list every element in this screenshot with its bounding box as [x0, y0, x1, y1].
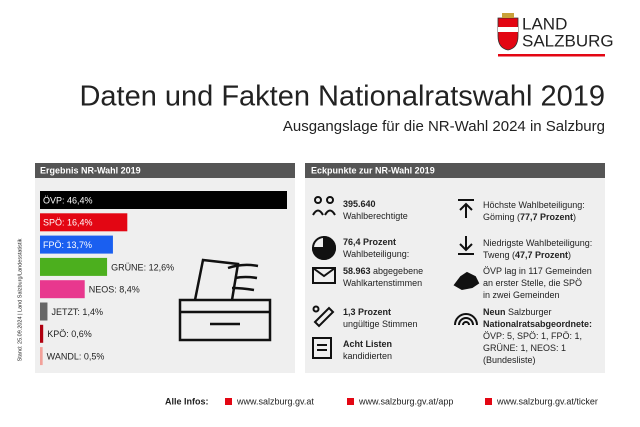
- text-segment: 1,3 Prozent: [343, 307, 391, 317]
- bar-label: WANDL: 0,5%: [47, 351, 105, 361]
- key-point-text: 1,3 Prozent: [343, 307, 391, 317]
- text-segment: Neun: [483, 307, 506, 317]
- key-icons: [311, 196, 480, 359]
- text-segment: 47,7 Prozent: [515, 250, 568, 260]
- text-segment: Wahlberechtigte: [343, 211, 408, 221]
- panel-title: Eckpunkte zur NR-Wahl 2019: [311, 165, 435, 175]
- text-segment: 76,4 Prozent: [343, 237, 396, 247]
- key-point-text: kandidierten: [343, 351, 392, 361]
- subtitle: Ausgangslage für die NR-Wahl 2024 in Sal…: [283, 118, 605, 135]
- bar: [40, 191, 287, 209]
- key-point-text: ungültige Stimmen: [343, 319, 418, 329]
- bar-label: SPÖ: 16,4%: [43, 218, 93, 228]
- key-point-text: ÖVP lag in 117 Gemeinden: [483, 266, 592, 276]
- key-point-text: Nationalratsabgeordnete:: [483, 319, 592, 329]
- logo-text: SALZBURG: [522, 31, 614, 50]
- link-bullet: [347, 398, 354, 405]
- text-segment: in zwei Gemeinden: [483, 290, 560, 300]
- bar-label: KPÖ: 0,6%: [47, 329, 92, 339]
- key-point-text: Göming (77,7 Prozent): [483, 212, 576, 222]
- text-segment: ): [573, 212, 576, 222]
- panel-title: Ergebnis NR-Wahl 2019: [40, 165, 141, 175]
- bar: [40, 324, 44, 343]
- link[interactable]: www.salzburg.gv.at/ticker: [496, 396, 598, 406]
- key-point-text: Acht Listen: [343, 339, 392, 349]
- panel-header: [35, 163, 295, 178]
- side-note: Stand: 25.09.2024 | Land Salzburg/Landes…: [17, 238, 23, 361]
- text-segment: an erster Stelle, die SPÖ: [483, 278, 582, 288]
- link-bullet: [485, 398, 492, 405]
- key-point-text: Wahlkartenstimmen: [343, 278, 422, 288]
- text-segment: kandidierten: [343, 351, 392, 361]
- text-segment: ÖVP: 5, SPÖ: 1, FPÖ: 1,: [483, 331, 582, 341]
- key-point-text: Neun Salzburger: [483, 307, 552, 317]
- bar: [40, 302, 48, 321]
- text-segment: Höchste Wahlbeteiligung:: [483, 200, 585, 210]
- text-segment: Göming (: [483, 212, 520, 222]
- text-segment: 77,7 Prozent: [520, 212, 573, 222]
- bar: [40, 347, 43, 366]
- title: Daten und Fakten Nationalratswahl 2019: [79, 81, 605, 113]
- text-segment: 395.640: [343, 199, 376, 209]
- logo: [497, 13, 519, 51]
- logo-text: LAND: [522, 14, 567, 33]
- link[interactable]: www.salzburg.gv.at: [236, 396, 314, 406]
- bar: [40, 235, 113, 254]
- key-point-text: Tweng (47,7 Prozent): [483, 250, 571, 260]
- panel-header: [305, 163, 605, 178]
- key-point-text: ÖVP: 5, SPÖ: 1, FPÖ: 1,: [483, 331, 582, 341]
- text-segment: ): [568, 250, 571, 260]
- text-segment: Niedrigste Wahlbeteiligung:: [483, 238, 592, 248]
- text-segment: (Bundesliste): [483, 355, 536, 365]
- key-point-text: GRÜNE: 1, NEOS: 1: [483, 343, 566, 353]
- text-segment: ÖVP lag in 117 Gemeinden: [483, 266, 592, 276]
- link-bullet: [225, 398, 232, 405]
- text-segment: Tweng (: [483, 250, 515, 260]
- bar-label: FPÖ: 13,7%: [43, 240, 92, 250]
- text-segment: Salzburger: [506, 307, 552, 317]
- text-segment: Nationalratsabgeordnete:: [483, 319, 592, 329]
- key-point-text: 58.963 abgegebene: [343, 266, 423, 276]
- text-segment: Acht Listen: [343, 339, 392, 349]
- link[interactable]: www.salzburg.gv.at/app: [358, 396, 453, 406]
- key-point-text: Höchste Wahlbeteiligung:: [483, 200, 585, 210]
- text-segment: GRÜNE: 1, NEOS: 1: [483, 343, 566, 353]
- bar: [40, 257, 108, 276]
- text-segment: Wahlkartenstimmen: [343, 278, 422, 288]
- bar-label: JETZT: 1,4%: [51, 307, 103, 317]
- key-point-text: an erster Stelle, die SPÖ: [483, 278, 582, 288]
- bar: [40, 280, 85, 299]
- text-segment: 58.963: [343, 266, 371, 276]
- bar: [40, 213, 128, 232]
- text-segment: abgegebene: [371, 266, 424, 276]
- panel: [305, 163, 605, 373]
- footer-label: Alle Infos:: [165, 396, 209, 406]
- bar-label: ÖVP: 46,4%: [43, 195, 93, 205]
- key-point-text: in zwei Gemeinden: [483, 290, 560, 300]
- key-point-text: Niedrigste Wahlbeteiligung:: [483, 238, 592, 248]
- bar-label: GRÜNE: 12,6%: [111, 262, 174, 272]
- key-point-text: 395.640: [343, 199, 376, 209]
- key-point-text: Wahlberechtigte: [343, 211, 408, 221]
- key-point-text: 76,4 Prozent: [343, 237, 396, 247]
- text-segment: ungültige Stimmen: [343, 319, 418, 329]
- footer-links: www.salzburg.gv.at www.salzburg.gv.at/app…: [225, 396, 598, 406]
- ballot-icon: [178, 258, 272, 342]
- logo-rule: [498, 54, 605, 57]
- key-point-text: (Bundesliste): [483, 355, 536, 365]
- text-segment: Wahlbeteiligung:: [343, 249, 409, 259]
- bar-label: NEOS: 8,4%: [89, 285, 140, 295]
- key-point-text: Wahlbeteiligung:: [343, 249, 409, 259]
